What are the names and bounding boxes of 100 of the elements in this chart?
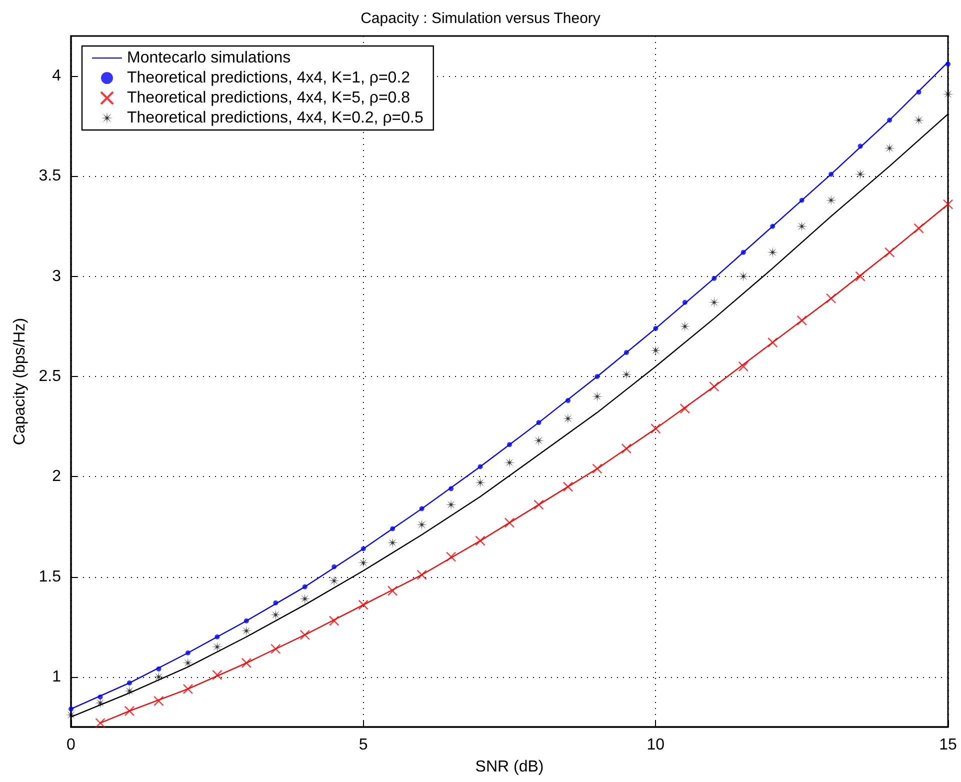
point xyxy=(679,320,690,332)
point xyxy=(592,391,603,402)
point xyxy=(942,199,954,210)
y-tick-label: 4 xyxy=(52,68,62,85)
point xyxy=(66,709,76,720)
point xyxy=(390,526,396,532)
point xyxy=(621,443,632,454)
point xyxy=(214,634,220,640)
point xyxy=(478,464,483,470)
point xyxy=(884,247,895,258)
point xyxy=(358,557,369,568)
legend-label: Theoretical predictions, 4x4, K=0.2, ρ=0.5 xyxy=(127,110,424,126)
point xyxy=(329,616,340,626)
point xyxy=(946,62,950,67)
point xyxy=(244,618,249,624)
point xyxy=(799,198,804,203)
point xyxy=(565,398,570,404)
point xyxy=(738,361,748,372)
point xyxy=(767,246,778,258)
point xyxy=(620,368,632,380)
y-tick-label: 3.5 xyxy=(38,168,62,185)
point xyxy=(124,706,135,716)
point xyxy=(270,609,282,620)
point xyxy=(95,718,106,728)
point xyxy=(416,519,428,530)
point xyxy=(913,114,924,126)
point xyxy=(740,250,746,255)
chart-title: Capacity : Simulation versus Theory xyxy=(360,10,601,27)
y-tick-label: 2 xyxy=(52,468,62,486)
point xyxy=(887,118,892,123)
point xyxy=(916,90,922,95)
point xyxy=(680,403,690,414)
point xyxy=(858,144,863,149)
point xyxy=(299,593,310,604)
point xyxy=(212,641,223,652)
x-tick-label: 15 xyxy=(939,736,957,754)
point xyxy=(448,486,454,492)
point xyxy=(300,630,310,640)
point xyxy=(592,464,602,474)
point xyxy=(94,697,106,708)
point xyxy=(826,194,837,206)
point xyxy=(562,482,574,492)
point xyxy=(708,296,720,308)
point xyxy=(98,694,103,700)
point xyxy=(358,600,368,610)
point xyxy=(182,657,194,668)
x-tick-label: 0 xyxy=(66,736,76,754)
point xyxy=(709,381,720,392)
point xyxy=(153,671,164,682)
point xyxy=(240,625,252,636)
point xyxy=(624,350,629,355)
point xyxy=(854,168,866,180)
point xyxy=(562,413,574,424)
point xyxy=(536,420,542,426)
point xyxy=(387,537,398,548)
point xyxy=(156,666,162,672)
point xyxy=(504,457,515,468)
point xyxy=(416,570,427,580)
point xyxy=(270,644,281,654)
point xyxy=(419,506,424,512)
point xyxy=(185,650,190,656)
point xyxy=(738,270,749,282)
point xyxy=(770,224,776,229)
point xyxy=(826,293,836,304)
point xyxy=(653,326,658,331)
point xyxy=(68,706,74,712)
point xyxy=(446,552,456,562)
point xyxy=(475,536,486,546)
point xyxy=(241,658,252,668)
y-tick-label: 2.5 xyxy=(38,368,62,385)
y-tick-label: 1 xyxy=(52,668,62,686)
point xyxy=(507,442,512,448)
point xyxy=(650,423,661,434)
point xyxy=(154,696,164,706)
point xyxy=(594,374,600,379)
point xyxy=(360,546,366,552)
point xyxy=(474,477,486,488)
point xyxy=(884,142,896,154)
point xyxy=(302,584,308,590)
point xyxy=(534,500,544,510)
point xyxy=(796,220,808,232)
point xyxy=(855,271,866,282)
point xyxy=(828,172,834,177)
legend-label: Theoretical predictions, 4x4, K=5, ρ=0.8 xyxy=(127,90,410,106)
point xyxy=(446,499,457,510)
point xyxy=(124,685,135,696)
point xyxy=(650,344,662,356)
point xyxy=(914,223,924,234)
point xyxy=(682,300,688,305)
point xyxy=(768,337,778,348)
point xyxy=(332,564,337,570)
legend-label: Montecarlo simulations xyxy=(127,50,291,66)
point xyxy=(273,600,278,606)
x-axis-title: SNR (dB) xyxy=(475,758,544,776)
y-tick-label: 3 xyxy=(52,268,62,285)
x-tick-label: 10 xyxy=(646,736,665,754)
point xyxy=(796,315,807,326)
point xyxy=(533,435,544,446)
legend-label: Theoretical predictions, 4x4, K=1, ρ=0.2 xyxy=(127,70,410,86)
point xyxy=(387,586,398,596)
